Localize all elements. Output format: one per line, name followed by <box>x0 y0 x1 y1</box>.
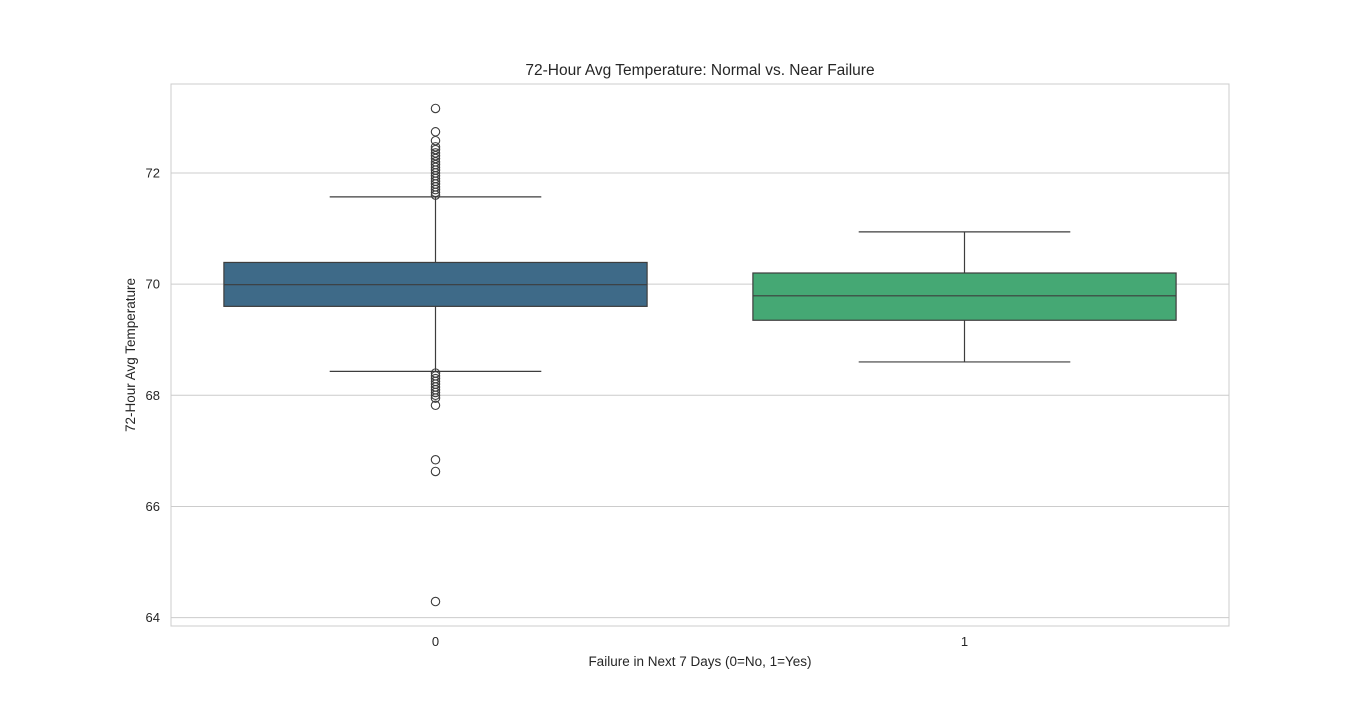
outlier-point-0-19 <box>430 187 441 198</box>
plot-area-frame <box>170 83 1230 627</box>
y-tick-label-68: 68 <box>146 388 160 403</box>
x-tick-label-0: 0 <box>432 634 439 649</box>
box-group-0 <box>223 103 648 607</box>
y-tick-labels: 64 66 68 70 72 <box>146 165 160 625</box>
y-tick-label-66: 66 <box>146 499 160 514</box>
outlier-point-0-32 <box>430 455 441 465</box>
chart-title: 72-Hour Avg Temperature: Normal vs. Near… <box>525 62 874 79</box>
outlier-point-0-20 <box>430 190 441 200</box>
box-group-1 <box>752 231 1177 363</box>
outlier-point-0-33 <box>430 466 441 477</box>
y-axis-label: 72-Hour Avg Temperature <box>123 278 138 432</box>
outlier-point-0-30 <box>430 393 441 403</box>
outlier-point-0-28 <box>430 387 441 398</box>
outlier-point-0-31 <box>430 400 441 411</box>
y-tick-label-70: 70 <box>146 277 160 292</box>
y-tick-label-72: 72 <box>146 165 160 180</box>
box-1 <box>752 272 1177 321</box>
x-tick-label-1: 1 <box>961 634 968 649</box>
y-tick-label-64: 64 <box>146 610 160 625</box>
boxes-layer <box>223 103 1177 607</box>
outlier-point-0-18 <box>430 184 441 195</box>
outlier-point-0-1 <box>430 127 441 137</box>
x-axis-label: Failure in Next 7 Days (0=No, 1=Yes) <box>588 654 811 669</box>
outlier-point-0-0 <box>430 103 441 114</box>
outlier-point-0-29 <box>430 390 441 401</box>
grid-lines <box>171 172 1229 619</box>
outlier-point-0-34 <box>430 596 441 607</box>
